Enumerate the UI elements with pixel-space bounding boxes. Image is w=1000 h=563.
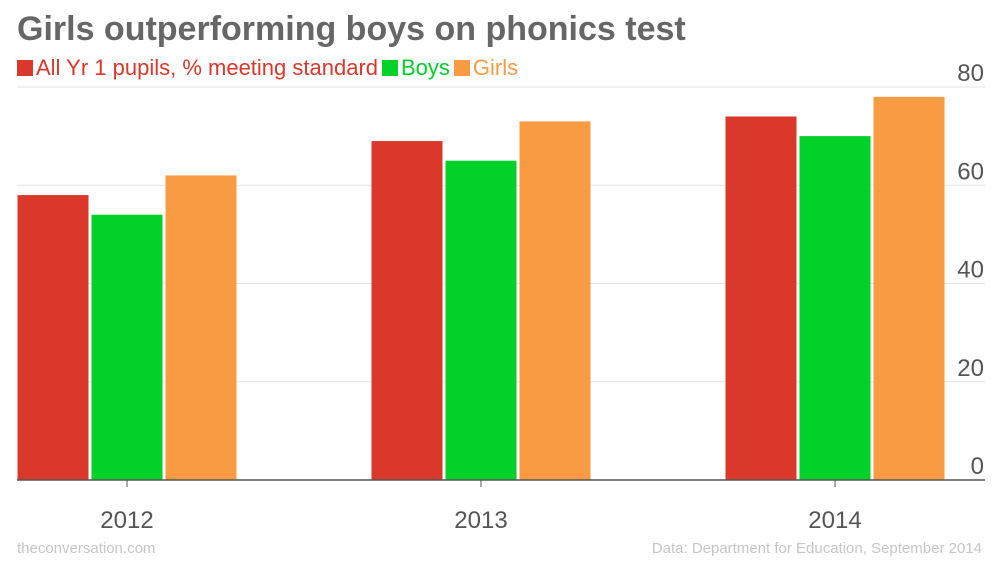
legend-label: Girls: [472, 55, 519, 80]
chart-title: Girls outperforming boys on phonics test: [17, 10, 686, 48]
bar: [799, 136, 871, 480]
bar: [91, 214, 163, 480]
legend: All Yr 1 pupils, % meeting standard Boys G…: [17, 55, 522, 82]
bar: [873, 96, 945, 480]
legend-item: Boys: [382, 55, 450, 81]
bar: [371, 141, 443, 480]
y-tick-label: 20: [957, 355, 984, 382]
x-tick-label: 2012: [100, 507, 153, 534]
legend-swatch: [17, 60, 33, 76]
legend-swatch: [453, 60, 470, 76]
y-tick-label: 0: [971, 453, 984, 480]
bar: [17, 195, 89, 480]
legend-item: Girls: [453, 55, 519, 81]
y-tick-label: 80: [957, 60, 984, 87]
x-tick-label: 2014: [808, 507, 861, 534]
x-tick-label: 2013: [454, 507, 507, 534]
bar: [725, 116, 797, 480]
bar: [165, 175, 237, 481]
legend-label: Boys: [401, 55, 450, 80]
bar: [519, 121, 591, 480]
bar: [445, 160, 517, 480]
legend-label: All Yr 1 pupils, % meeting standard: [36, 55, 378, 80]
legend-swatch: [382, 60, 398, 76]
site-credit: theconversation.com: [17, 540, 156, 557]
y-tick-label: 40: [957, 257, 984, 284]
y-tick-label: 60: [957, 158, 984, 185]
legend-item: All Yr 1 pupils, % meeting standard: [17, 55, 378, 81]
data-source: Data: Department for Education, Septembe…: [651, 540, 982, 557]
